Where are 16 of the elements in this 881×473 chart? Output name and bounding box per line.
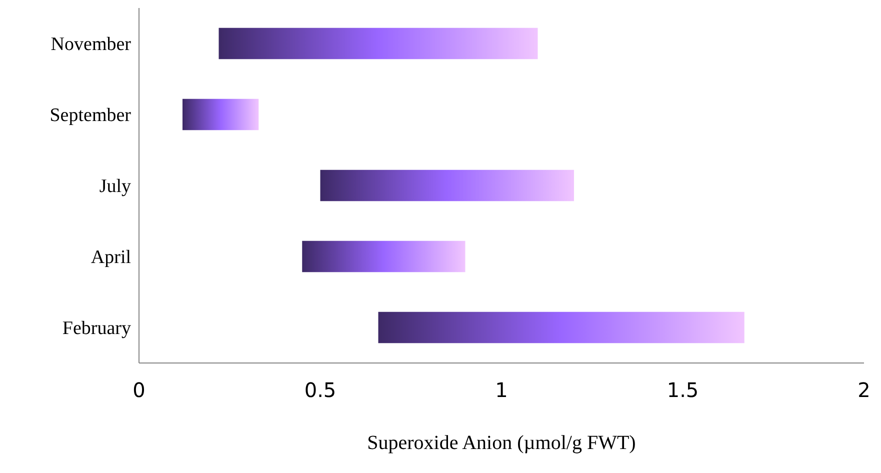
bar — [320, 170, 574, 202]
bar — [302, 240, 466, 272]
bar — [218, 28, 538, 60]
x-axis-title: Superoxide Anion (µmol/g FWT) — [367, 432, 636, 454]
bar — [378, 312, 744, 344]
y-tick-label: February — [62, 318, 132, 340]
y-tick-label: July — [99, 176, 132, 198]
x-tick-label: 1.5 — [666, 378, 699, 402]
x-tick-label: 2 — [858, 378, 870, 402]
bar — [182, 98, 259, 130]
y-tick-label: April — [90, 247, 131, 268]
x-tick-label: 1 — [495, 378, 508, 402]
y-tick-label: November — [50, 34, 132, 56]
x-tick-label: 0 — [132, 378, 146, 402]
y-tick-label: September — [50, 105, 132, 126]
x-tick-label: 0.5 — [304, 378, 336, 402]
